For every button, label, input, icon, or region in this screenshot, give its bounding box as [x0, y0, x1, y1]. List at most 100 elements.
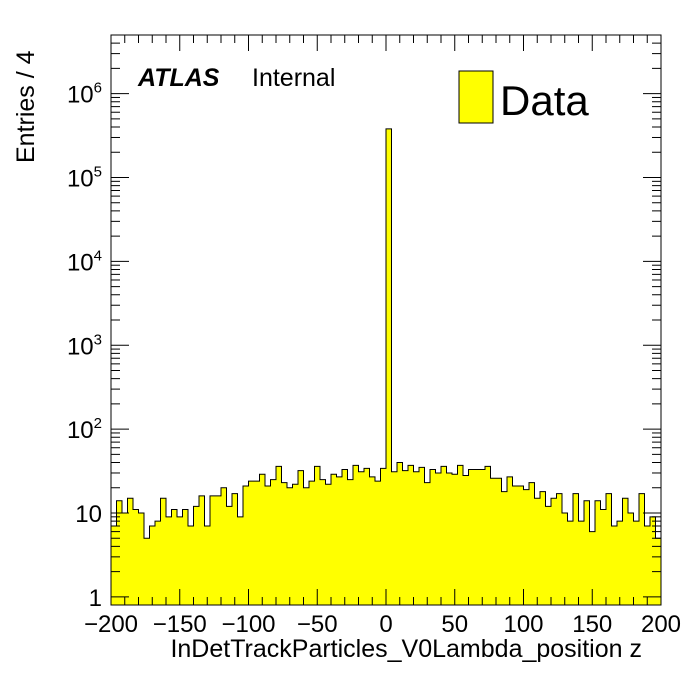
histogram-bar: [496, 478, 502, 605]
y-axis-label: Entries / 4: [12, 50, 40, 163]
histogram-bar: [171, 509, 178, 605]
histogram-bar: [248, 481, 255, 605]
histogram-bar: [193, 506, 200, 605]
histogram-bar: [188, 525, 194, 605]
histogram-bar: [149, 525, 156, 605]
histogram-bar: [589, 531, 596, 605]
histogram-bar: [375, 481, 381, 605]
histogram-bar: [633, 521, 640, 605]
histogram-bar: [215, 495, 222, 605]
histogram-bar: [622, 498, 629, 605]
histogram-bar: [386, 128, 392, 605]
histogram-bar: [276, 466, 282, 605]
histogram-bar: [402, 470, 409, 605]
histogram-bar: [457, 465, 464, 605]
histogram-bar: [204, 525, 211, 605]
histogram-bar: [270, 479, 277, 605]
atlas-label: ATLAS: [137, 64, 220, 92]
histogram-bar: [595, 500, 601, 605]
histogram-bar: [353, 465, 359, 605]
legend-swatch: [458, 70, 494, 124]
histogram-bar: [232, 493, 238, 605]
histogram-bar: [287, 487, 293, 605]
x-tick-label: 50: [441, 611, 468, 638]
y-tick-label: 1: [89, 585, 102, 612]
histogram-bar: [331, 474, 337, 605]
histogram-bar: [578, 521, 585, 605]
y-tick-label: 103: [67, 331, 102, 360]
histogram-bar: [298, 470, 304, 605]
histogram-bar: [452, 474, 458, 605]
histogram-bar: [336, 476, 343, 605]
histogram-bar: [127, 498, 134, 605]
histogram-bar: [606, 493, 612, 605]
histogram-bar: [529, 482, 535, 605]
histogram-bar: [111, 525, 117, 605]
y-tick-label: 104: [67, 247, 102, 276]
histogram-bar: [325, 484, 332, 605]
histogram-bar: [226, 506, 233, 605]
histogram-bar: [369, 476, 376, 605]
histogram-bar: [523, 489, 530, 605]
histogram-bar: [259, 474, 266, 605]
x-tick-label: −100: [221, 611, 275, 638]
y-tick-label: 10: [75, 501, 102, 528]
histogram-bar: [314, 466, 321, 605]
histogram-bar: [540, 491, 546, 605]
histogram-bar: [512, 485, 519, 605]
histogram-bar: [430, 469, 436, 605]
histogram-bar: [342, 469, 348, 605]
histogram-bar: [303, 487, 310, 605]
y-tick-label: 105: [67, 164, 102, 193]
histogram-bar: [116, 500, 123, 605]
histogram-bar: [518, 485, 524, 605]
histogram-bar: [562, 513, 568, 605]
histogram-bar: [243, 485, 249, 605]
histogram-bar: [391, 471, 398, 605]
histogram-bar: [545, 506, 552, 605]
histogram-bar: [166, 516, 172, 605]
histogram-bar: [507, 476, 513, 605]
histogram-bar: [435, 472, 442, 605]
histogram-bar: [628, 513, 634, 605]
histogram-bar: [551, 498, 557, 605]
x-tick-label: 100: [503, 611, 543, 638]
histogram-bar: [611, 525, 618, 605]
histogram-bar: [199, 495, 205, 605]
histogram-bar: [160, 498, 167, 605]
histogram-bar: [221, 487, 227, 605]
y-tick-labels: 1 10 102 103 104 105 106: [67, 80, 102, 612]
histogram-bar: [265, 485, 271, 605]
histogram-bar: [584, 500, 590, 605]
histogram-bar: [309, 481, 315, 605]
histogram-bar: [617, 521, 623, 605]
histogram-bar: [182, 509, 189, 605]
x-tick-labels: −200 −150 −100 −50 0 50 100 150 200: [84, 611, 681, 638]
histogram-bar: [380, 468, 387, 605]
x-tick-label: −150: [153, 611, 207, 638]
histogram-bar: [364, 468, 370, 605]
histogram-bar: [463, 475, 469, 605]
histogram-bar: [281, 482, 288, 605]
histogram-bar: [413, 471, 420, 605]
y-tick-label: 102: [67, 415, 102, 444]
histogram-bar: [446, 472, 453, 605]
histogram-bar: [177, 516, 183, 605]
x-tick-label: 200: [641, 611, 681, 638]
histogram-bar: [441, 466, 447, 605]
histogram-bar: [639, 493, 645, 605]
histogram-bar: [485, 466, 491, 605]
x-tick-label: −200: [84, 611, 138, 638]
histogram-bar: [573, 493, 579, 605]
histogram-bar: [644, 525, 651, 605]
x-tick-label: 150: [572, 611, 612, 638]
histogram-bar: [474, 469, 480, 605]
histogram-bar: [347, 479, 354, 605]
histogram-bar: [650, 516, 656, 605]
histogram-bar: [479, 469, 486, 605]
histogram-bar: [210, 495, 216, 605]
histogram-bar: [133, 509, 139, 605]
histogram-bar: [122, 513, 128, 605]
